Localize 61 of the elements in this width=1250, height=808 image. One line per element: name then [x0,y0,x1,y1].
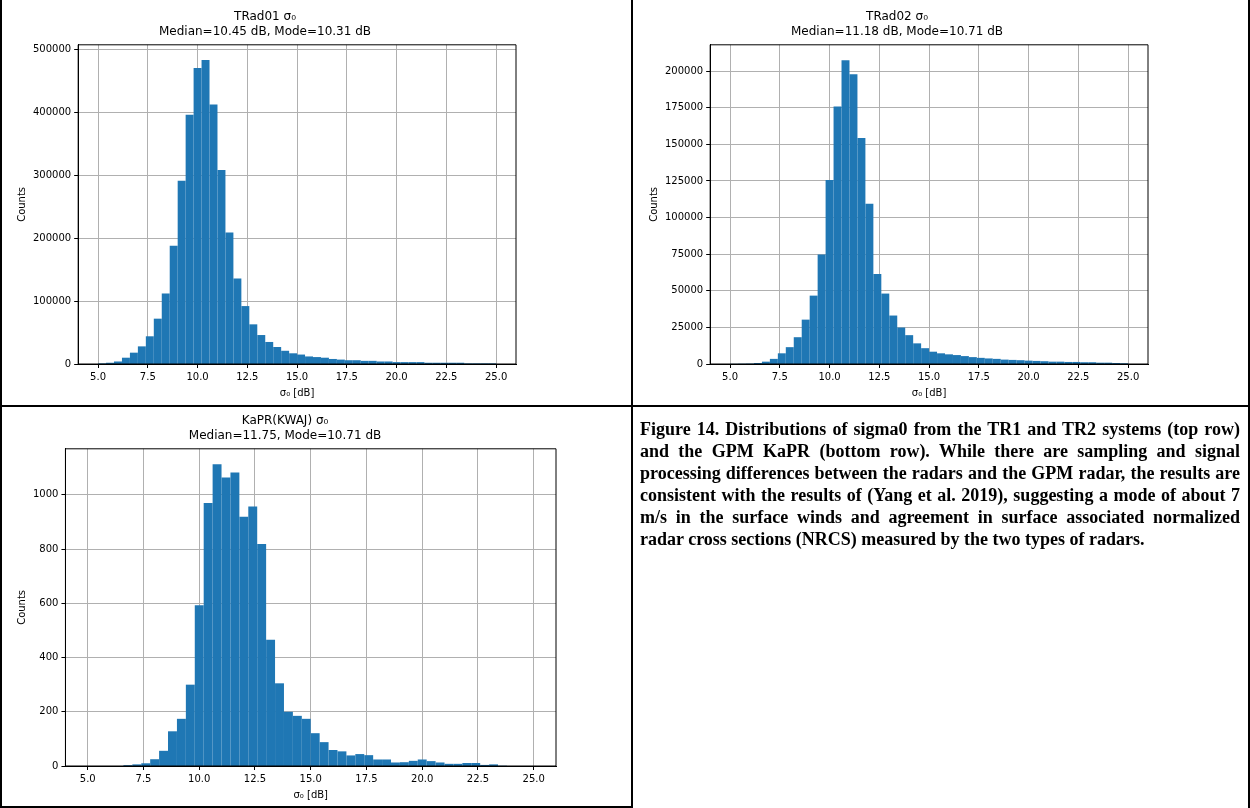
y-tick-label: 50000 [671,284,704,296]
x-tick-label: 20.0 [385,370,408,382]
y-tick-label: 25000 [671,320,704,332]
x-tick-label: 5.0 [79,772,96,784]
x-tick-label: 15.0 [299,772,322,784]
x-tick-label: 22.5 [1067,370,1090,382]
chart-title: KaPR(KWAJ) σ₀ [241,413,329,428]
x-tick-label: 22.5 [466,772,490,784]
chart-subtitle: Median=10.45 dB, Mode=10.31 dB [158,23,372,38]
y-tick-label: 125000 [664,174,704,186]
x-tick-label: 25.0 [1116,370,1140,382]
y-axis-title: Counts [647,186,659,222]
x-tick-label: 25.0 [484,370,508,382]
y-tick-label: 600 [39,596,59,608]
x-tick-label: 12.5 [236,370,259,382]
y-axis-title: Counts [15,589,27,625]
chart-subtitle: Median=11.75, Mode=10.71 dB [188,427,382,442]
y-tick-label: 0 [52,759,59,771]
y-tick-label: 400000 [32,105,72,117]
x-tick-label: 12.5 [868,370,891,382]
chart-title: TRad01 σ₀ [233,9,297,24]
y-tick-label: 400 [39,651,59,663]
y-tick-label: 100000 [32,294,72,306]
y-tick-label: 300000 [32,168,72,180]
x-tick-label: 7.5 [135,772,152,784]
x-tick-label: 7.5 [771,370,788,382]
x-tick-label: 17.5 [967,370,990,382]
x-tick-label: 20.0 [1017,370,1040,382]
x-tick-label: 17.5 [335,370,358,382]
y-tick-label: 150000 [664,137,704,149]
x-tick-label: 10.0 [188,772,211,784]
x-tick-label: 5.0 [90,370,107,382]
x-tick-label: 10.0 [818,370,841,382]
chart-subtitle: Median=11.18 dB, Mode=10.71 dB [790,23,1004,38]
y-tick-label: 1000 [33,488,59,500]
y-tick-label: 75000 [671,247,704,259]
x-tick-label: 25.0 [522,772,545,784]
x-tick-label: 22.5 [435,370,458,382]
y-tick-label: 200 [39,705,59,717]
chart-title: TRad02 σ₀ [865,9,929,24]
x-tick-label: 5.0 [722,370,739,382]
y-tick-label: 200000 [32,231,72,243]
x-tick-label: 15.0 [917,370,941,382]
caption: Figure 14. Distributions of sigma0 from the TR1 and TR2 systems (top row) and the GPM KaPR (bottom row). While there are sampling and signal processing differences between the radars and the GPM radar, the results are consistent with the results of (Yang et al. 2019), suggesting a mode of about 7 m/s in the surface winds and agreement in surface associated normalized radar cross sections (NRCS) measured by the two types of radars. [640,418,1240,550]
x-axis-title: σ₀ [dB] [293,788,329,800]
y-tick-label: 800 [39,542,59,554]
x-tick-label: 12.5 [243,772,267,784]
x-tick-label: 7.5 [139,370,156,382]
y-tick-label: 100000 [664,211,704,223]
x-tick-label: 20.0 [411,772,434,784]
y-tick-label: 0 [696,357,704,369]
y-tick-label: 200000 [664,64,704,76]
x-tick-label: 15.0 [285,370,309,382]
y-tick-label: 0 [64,357,72,369]
x-tick-label: 10.0 [186,370,209,382]
x-axis-title: σ₀ [dB] [911,386,947,398]
y-tick-label: 175000 [664,101,704,113]
x-axis-title: σ₀ [dB] [279,386,315,398]
x-tick-label: 17.5 [355,772,378,784]
y-tick-label: 500000 [32,42,72,54]
y-axis-title: Counts [15,186,27,222]
